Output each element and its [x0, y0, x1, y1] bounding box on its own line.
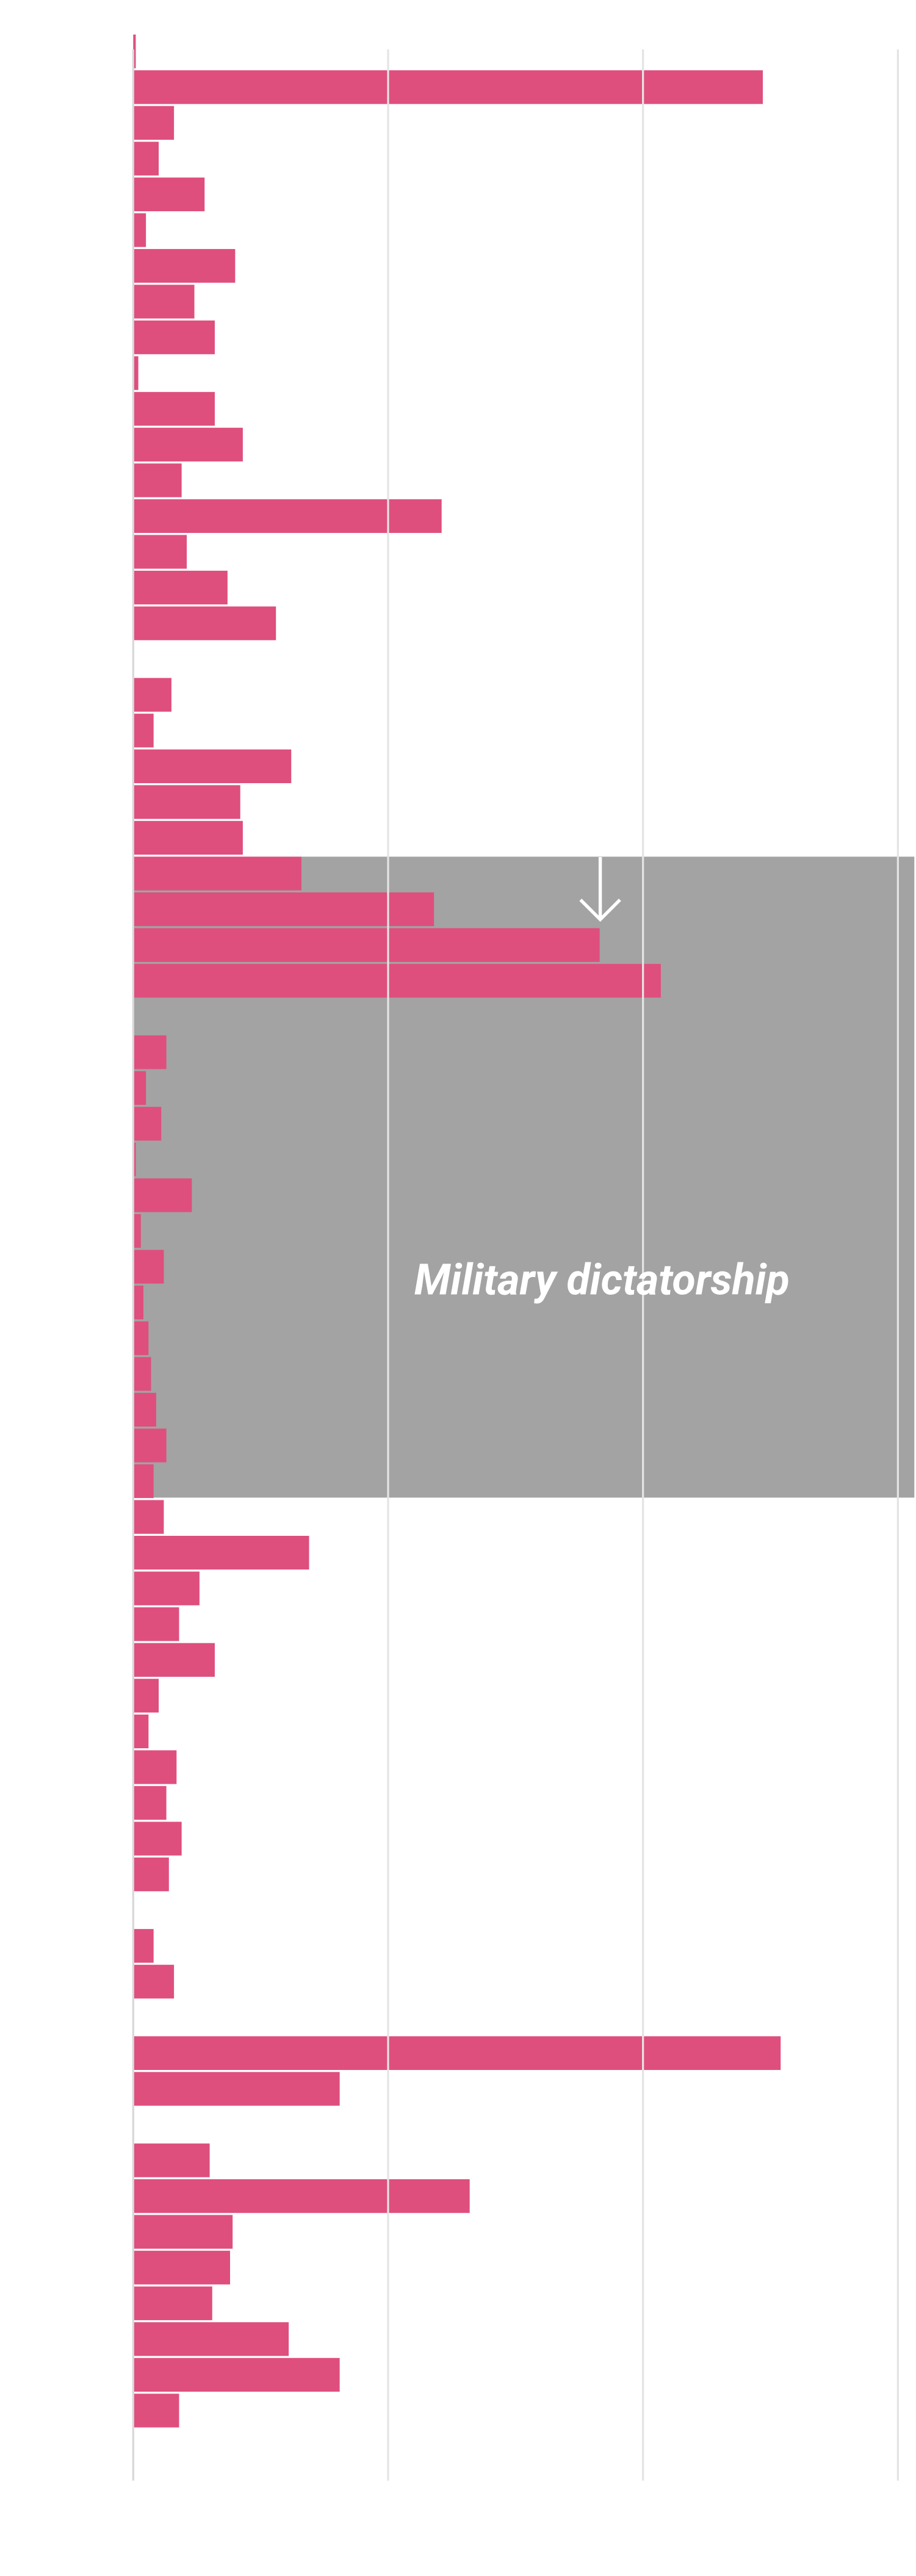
bar [133, 1321, 149, 1355]
bar [133, 856, 301, 891]
bar [133, 1392, 156, 1427]
bar [133, 820, 243, 855]
bar [133, 2143, 210, 2177]
bar [133, 1785, 167, 1820]
bar [133, 749, 292, 783]
bar [133, 570, 228, 605]
bar [133, 1571, 200, 1605]
bar [133, 1035, 167, 1069]
bar [133, 1964, 175, 1999]
bar [133, 1071, 146, 1105]
bar [133, 2322, 289, 2356]
bar [133, 1357, 151, 1391]
bar [133, 499, 442, 534]
bar [133, 320, 215, 355]
bar [133, 2036, 781, 2071]
bar [133, 1500, 164, 1534]
bar [133, 1750, 177, 1784]
bar [133, 2215, 233, 2249]
bar [133, 714, 154, 748]
bar [133, 392, 215, 426]
bar [133, 1464, 154, 1499]
bar [133, 1858, 169, 1892]
bar [133, 964, 661, 998]
bar [133, 1679, 159, 1713]
bar [133, 2251, 231, 2285]
bar [133, 1107, 162, 1141]
bar [133, 1142, 136, 1177]
bar [133, 892, 435, 927]
bar [133, 284, 195, 319]
bar [133, 2393, 179, 2428]
bar [133, 1178, 192, 1212]
annotation-label: Military dictatorship [414, 1255, 790, 1305]
bar [133, 535, 187, 569]
bar [133, 142, 159, 176]
bar [133, 1643, 215, 1677]
bar [133, 106, 175, 140]
bar [133, 928, 600, 962]
bar [133, 1822, 182, 1856]
bar [133, 1929, 154, 1963]
bar [133, 34, 136, 68]
bar [133, 1535, 309, 1570]
bar [133, 427, 243, 461]
bar [133, 1714, 149, 1749]
bar [133, 2072, 340, 2106]
bar [133, 356, 139, 390]
bar [133, 177, 205, 212]
bar [133, 2286, 212, 2320]
bar [133, 678, 171, 712]
bar [133, 463, 182, 497]
bar [133, 70, 763, 104]
bar [133, 213, 146, 247]
bar [133, 248, 236, 283]
bar [133, 785, 240, 819]
bar [133, 1607, 179, 1641]
annotation-arrow-head [579, 899, 621, 922]
bar [133, 2357, 340, 2392]
bar [133, 2179, 470, 2213]
bar [133, 1428, 167, 1463]
highlight-band [133, 856, 915, 1498]
bar [133, 1214, 141, 1248]
bar [133, 1286, 143, 1320]
bar [133, 1250, 164, 1284]
bar [133, 606, 276, 640]
